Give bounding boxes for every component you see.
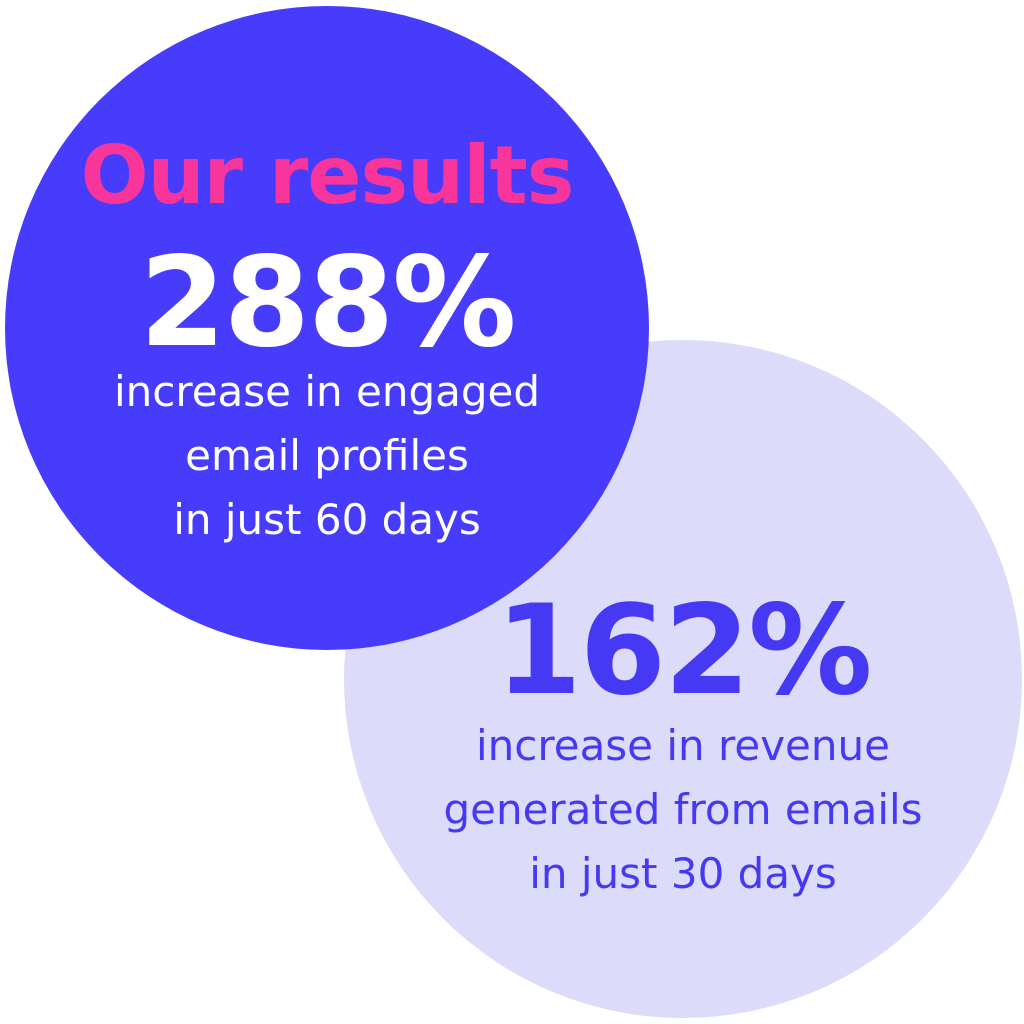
stat-description-line: in just 60 days	[173, 495, 481, 544]
stat-description-line: in just 30 days	[529, 849, 837, 898]
stat-description-line: increase in revenue	[476, 721, 890, 770]
results-heading: Our results	[80, 129, 575, 222]
stat-description-line: email profiles	[185, 431, 469, 480]
stat-value-email-revenue: 162%	[495, 579, 872, 723]
stat-description-engaged-profiles: increase in engaged email profiles in ju…	[5, 360, 649, 552]
stat-description-email-revenue: increase in revenue generated from email…	[344, 714, 1022, 906]
stat-description-line: increase in engaged	[113, 367, 541, 416]
primary-stat-circle	[5, 6, 649, 650]
stat-description-line: generated from emails	[443, 785, 923, 834]
stat-value-engaged-profiles: 288%	[139, 231, 516, 375]
